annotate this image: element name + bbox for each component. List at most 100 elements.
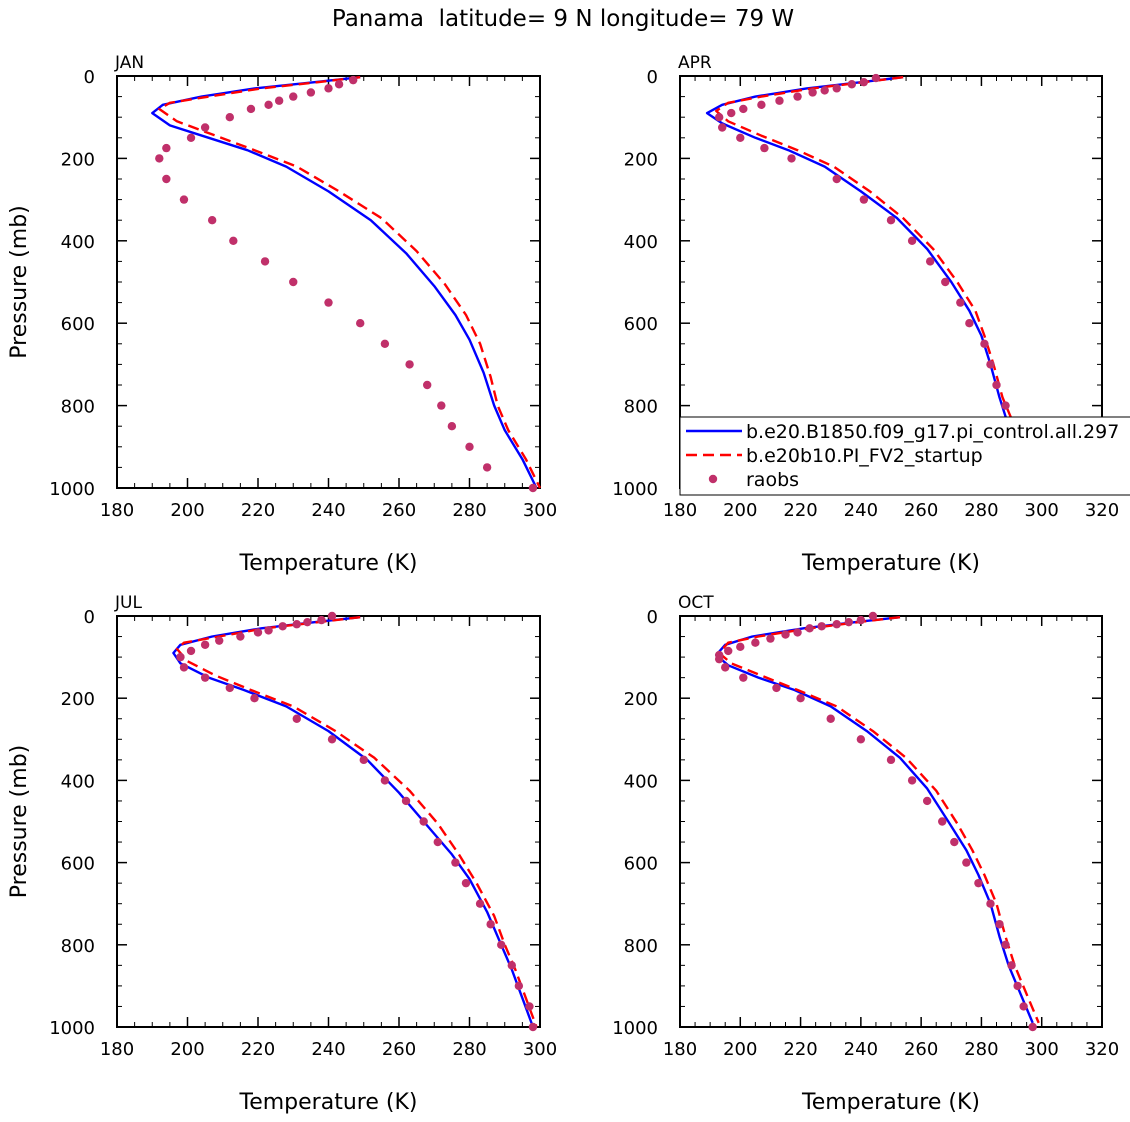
x-tick-label: 220	[241, 500, 275, 521]
y-tick-label: 400	[61, 232, 95, 253]
panel-jul: JUL 180 200 220 240 260 280 300 0 200 400 600 800 100…	[7, 593, 557, 1115]
raobs-point	[796, 694, 805, 703]
raobs-point	[847, 80, 857, 89]
raobs-point	[826, 714, 835, 723]
raobs-point	[1019, 1002, 1028, 1011]
series-line-control	[151, 76, 538, 489]
raobs-point	[486, 920, 495, 929]
raobs-point	[278, 622, 287, 631]
raobs-point	[465, 442, 474, 451]
raobs-point	[832, 174, 841, 184]
raobs-point	[808, 88, 817, 97]
raobs-point	[215, 636, 224, 645]
series-line-control	[172, 616, 535, 1028]
raobs-point	[832, 620, 841, 629]
x-tick-label: 200	[170, 500, 204, 521]
x-tick-label: 300	[1025, 500, 1059, 521]
raobs-point	[859, 195, 869, 204]
raobs-point	[324, 298, 333, 307]
raobs-point	[922, 796, 932, 806]
y-tick-label: 800	[624, 936, 658, 957]
raobs-markers	[155, 75, 538, 493]
raobs-point	[793, 628, 802, 637]
raobs-point	[246, 104, 256, 114]
raobs-point	[324, 84, 333, 93]
x-tick-label: 240	[311, 500, 345, 521]
y-tick-label: 400	[624, 771, 658, 792]
plot-frame	[116, 75, 541, 489]
y-tick-label: 800	[61, 936, 95, 957]
y-tick-label: 600	[624, 854, 658, 875]
figure-title: Panama latitude= 9 N longitude= 79 W	[332, 6, 794, 32]
x-tick-label: 200	[723, 1039, 757, 1060]
raobs-point	[447, 422, 457, 431]
raobs-point	[805, 624, 814, 633]
raobs-point	[303, 617, 312, 627]
raobs-point	[200, 123, 210, 132]
raobs-point	[995, 920, 1004, 929]
raobs-point	[886, 216, 896, 225]
legend-label: raobs	[746, 469, 799, 491]
x-tick-label: 260	[904, 500, 938, 521]
panel-title: JAN	[114, 53, 144, 73]
raobs-point	[528, 1022, 538, 1032]
raobs-point	[832, 84, 841, 93]
raobs-point	[525, 1002, 534, 1011]
x-tick-label: 280	[964, 500, 998, 521]
x-tick-label: 280	[964, 1039, 998, 1060]
raobs-point	[992, 380, 1001, 390]
raobs-point	[155, 154, 164, 163]
raobs-point	[1007, 961, 1016, 970]
x-axis-label: Temperature (K)	[239, 1090, 418, 1115]
raobs-point	[514, 981, 524, 991]
legend: b.e20.B1850.f09_g17.pi_control.all.297b.…	[679, 416, 1130, 496]
raobs-point	[820, 86, 829, 95]
raobs-point	[886, 755, 896, 765]
raobs-point	[714, 113, 724, 122]
raobs-point	[225, 113, 234, 122]
x-axis-label: Temperature (K)	[239, 551, 418, 576]
plot-frame	[116, 615, 541, 1028]
raobs-point	[766, 634, 775, 643]
series-line-startup	[718, 616, 1040, 1024]
legend-marker-raobs	[708, 474, 718, 484]
raobs-point	[250, 694, 259, 703]
raobs-point	[334, 80, 344, 89]
raobs-point	[757, 100, 766, 110]
raobs-point	[859, 77, 869, 87]
raobs-point	[781, 630, 790, 639]
panel-apr: APR 180 200 220 240 260 280 300 320 0 200 400 600 800…	[612, 53, 1119, 576]
raobs-point	[817, 622, 826, 631]
raobs-point	[724, 646, 733, 656]
raobs-point	[856, 615, 866, 625]
raobs-markers	[714, 611, 1037, 1032]
legend-box	[679, 416, 1130, 496]
x-tick-label: 300	[1025, 1039, 1059, 1060]
raobs-point	[200, 640, 210, 649]
y-tick-label: 0	[84, 607, 95, 628]
x-tick-label: 280	[452, 1039, 486, 1060]
raobs-markers	[176, 611, 538, 1032]
raobs-point	[1001, 401, 1010, 410]
raobs-point	[907, 776, 917, 785]
x-tick-label: 200	[723, 500, 757, 521]
y-tick-label: 1000	[49, 1018, 95, 1039]
x-axis-label: Temperature (K)	[801, 551, 980, 576]
raobs-point	[162, 174, 171, 184]
raobs-point	[433, 837, 442, 847]
x-tick-label: 300	[523, 1039, 557, 1060]
legend-label: b.e20.B1850.f09_g17.pi_control.all.297	[746, 421, 1119, 443]
raobs-point	[475, 899, 485, 908]
raobs-point	[260, 257, 270, 266]
y-tick-label: 200	[61, 149, 95, 170]
raobs-point	[461, 878, 471, 888]
raobs-point	[980, 339, 989, 348]
y-axis-label: Pressure (mb)	[7, 205, 32, 359]
x-axis-label: Temperature (K)	[801, 1090, 980, 1115]
x-tick-label: 260	[904, 1039, 938, 1060]
raobs-point	[856, 735, 866, 744]
x-tick-label: 180	[100, 500, 134, 521]
raobs-point	[1028, 1022, 1037, 1032]
raobs-point	[941, 277, 950, 287]
raobs-point	[844, 617, 853, 627]
